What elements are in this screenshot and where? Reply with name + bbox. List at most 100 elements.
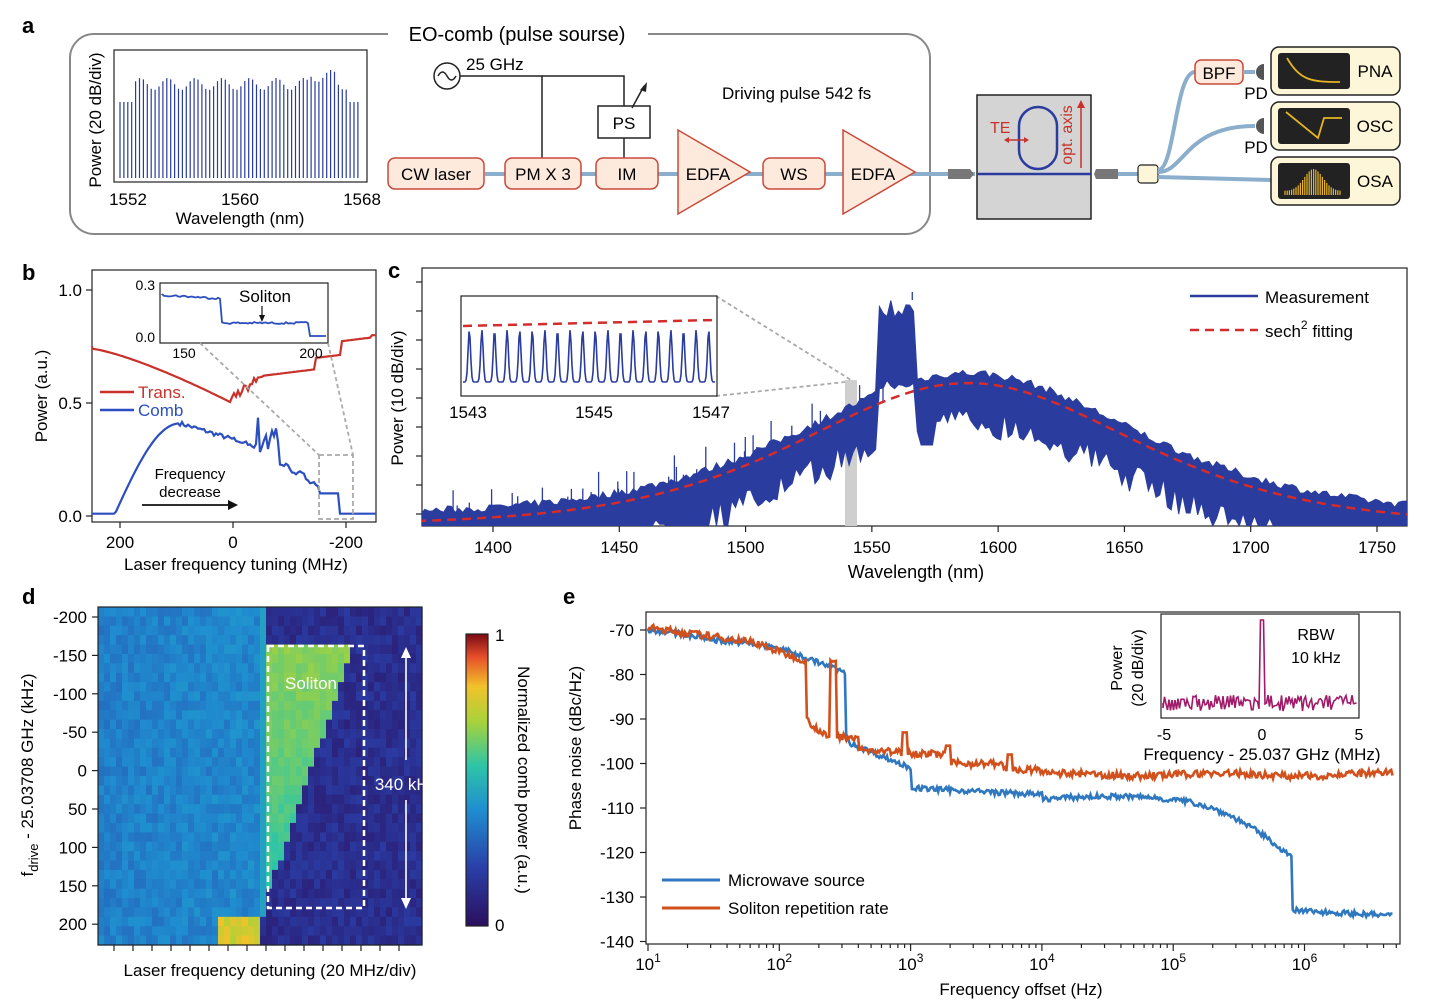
b-xtick-2: -200 xyxy=(329,533,363,552)
panel-letter-a: a xyxy=(22,13,35,38)
e-xlabel: Frequency offset (Hz) xyxy=(939,980,1102,999)
c-xtick-4: 1600 xyxy=(979,538,1017,557)
e-xtick-4: 105 xyxy=(1160,951,1186,974)
d-ytick-5: 50 xyxy=(68,800,87,819)
c-sech2-fit xyxy=(422,381,1407,523)
e-inset-ylabel-2: (20 dB/div) xyxy=(1130,629,1147,706)
pna-label: PNA xyxy=(1358,62,1394,81)
ws-label: WS xyxy=(780,165,807,184)
c-xtick-6: 1700 xyxy=(1232,538,1270,557)
ws-box xyxy=(762,157,826,190)
pd-1-label: PD xyxy=(1244,84,1268,103)
panel-c: 1400 1450 1500 1550 1600 1650 1700 1750 Wavelen… xyxy=(388,267,1408,582)
e-xtick-5: 106 xyxy=(1292,951,1318,974)
eo-spectrum-frame xyxy=(113,49,368,183)
panel-letter-c: c xyxy=(388,258,400,283)
d-ytick-7: 150 xyxy=(59,877,87,896)
d-cbar-tick-0: 0 xyxy=(495,916,504,935)
c-inset-xtick-0: 1543 xyxy=(449,403,487,422)
c-inset-frame xyxy=(460,295,718,397)
e-inset-trace xyxy=(1162,619,1357,712)
edfa-2-triangle xyxy=(842,128,917,216)
b-xtick-0: 200 xyxy=(106,533,134,552)
b-inset-soliton-label: Soliton xyxy=(239,287,291,306)
c-xtick-1: 1450 xyxy=(600,538,638,557)
eo-xtick-0: 1552 xyxy=(109,190,147,209)
bpf-label: BPF xyxy=(1202,64,1235,83)
c-legend-fit-sup: 2 xyxy=(1301,318,1308,332)
b-zoom-box xyxy=(318,454,354,520)
panel-b: 1.0 0.5 0.0 200 0 -200 Laser frequency t… xyxy=(32,269,377,574)
edfa-1-label: EDFA xyxy=(686,165,731,184)
panel-c-frame xyxy=(421,267,1408,527)
e-legend-sol: Soliton repetition rate xyxy=(728,899,889,918)
trans-trace xyxy=(92,334,376,404)
d-xlabel: Laser frequency detuning (20 MHz/div) xyxy=(124,961,417,980)
pd-2-label: PD xyxy=(1244,138,1268,157)
edfa-2-label: EDFA xyxy=(851,165,896,184)
e-ytick-6: -130 xyxy=(600,888,634,907)
d-ytick-6: 100 xyxy=(59,838,87,857)
eo-inset-xlabel: Wavelength (nm) xyxy=(176,209,305,228)
splitter-box xyxy=(1137,164,1159,184)
eo-xtick-2: 1568 xyxy=(343,190,381,209)
b-inset-xtick-0: 150 xyxy=(172,345,196,361)
e-legend-mw: Microwave source xyxy=(728,871,865,890)
c-legend-fit-tail: fitting xyxy=(1308,322,1353,341)
panel-a: EO-comb (pulse sourse) Power (20 dB/div)… xyxy=(69,20,1401,235)
opt-axis-label: opt. axis xyxy=(1059,105,1076,165)
b-inset-ytick-1: 0.0 xyxy=(136,329,156,345)
c-inset-xtick-2: 1547 xyxy=(692,403,730,422)
e-ytick-2: -90 xyxy=(609,710,634,729)
d-ylabel-tail: - 25.03708 GHz (kHz) xyxy=(18,674,37,844)
c-ylabel: Power (10 dB/div) xyxy=(388,330,407,465)
photodiode-2-icon xyxy=(1256,118,1264,134)
e-inset-ylabel-1: Power xyxy=(1109,645,1126,691)
e-ytick-4: -110 xyxy=(601,799,634,818)
pm-label: PM X 3 xyxy=(515,165,571,184)
e-inset-xtick-1: 0 xyxy=(1258,727,1267,744)
cw-laser-box xyxy=(387,157,485,190)
d-cbar-label: Normalized comb power (a.u.) xyxy=(514,666,533,894)
b-ytick-1: 0.5 xyxy=(58,394,82,413)
b-legend-comb: Comb xyxy=(138,401,183,420)
d-ylabel-main: f xyxy=(18,871,37,876)
eo-comb-lines xyxy=(119,70,359,178)
d-soliton-box xyxy=(266,644,366,910)
c-spikes xyxy=(452,292,913,520)
e-ytick-3: -100 xyxy=(600,755,634,774)
d-soliton-label: Soliton xyxy=(285,674,337,693)
panel-e-frame xyxy=(645,611,1401,945)
e-microwave-trace xyxy=(646,627,1393,921)
b-inset-ytick-0: 0.3 xyxy=(136,277,156,293)
eo-xtick-1: 1560 xyxy=(221,190,259,209)
b-legend-trans: Trans. xyxy=(138,383,186,402)
b-ylabel: Power (a.u.) xyxy=(32,350,51,443)
d-ytick-3: -50 xyxy=(62,723,87,742)
b-inset-trace xyxy=(161,293,326,337)
edfa-1-triangle xyxy=(677,128,752,216)
e-ytick-1: -80 xyxy=(609,666,634,685)
e-inset-rbw-2: 10 kHz xyxy=(1291,650,1341,667)
e-inset-xtick-0: -5 xyxy=(1157,727,1171,744)
b-xtick-1: 0 xyxy=(228,533,237,552)
te-label: TE xyxy=(990,120,1010,137)
b-ytick-0: 1.0 xyxy=(58,281,82,300)
c-inset-xtick-1: 1545 xyxy=(575,403,613,422)
d-ylabel-sub: drive xyxy=(26,844,41,872)
panel-b-frame xyxy=(91,269,377,523)
b-arrow-label-1: Frequency xyxy=(155,466,226,483)
d-ytick-4: 0 xyxy=(78,762,87,781)
e-ytick-0: -70 xyxy=(609,621,634,640)
osa-label: OSA xyxy=(1357,172,1394,191)
pm-box xyxy=(504,157,582,190)
c-xtick-0: 1400 xyxy=(474,538,512,557)
eo-comb-title: EO-comb (pulse sourse) xyxy=(409,24,626,46)
d-ytick-8: 200 xyxy=(59,915,87,934)
osa-comb-icon xyxy=(1284,169,1341,195)
c-inset-trace xyxy=(463,330,715,383)
chip-box xyxy=(976,94,1092,220)
rf-frequency: 25 GHz xyxy=(466,55,524,74)
d-ytick-0: -200 xyxy=(53,608,87,627)
